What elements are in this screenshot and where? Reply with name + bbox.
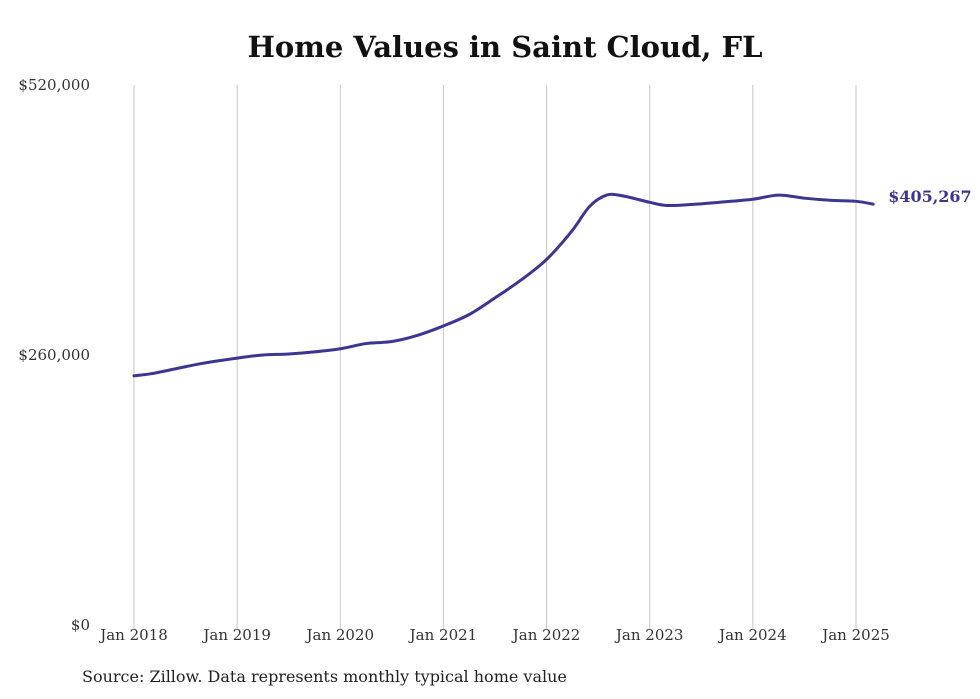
x-axis: Jan 2018 Jan 2019 Jan 2020 Jan 2021 Jan 2022…	[98, 626, 890, 644]
x-tick-label: Jan 2025	[820, 626, 890, 644]
y-axis: $0 $260,000 $520,000	[18, 76, 90, 634]
y-tick-label: $260,000	[18, 346, 90, 364]
y-tick-label: $0	[71, 616, 90, 634]
y-tick-label: $520,000	[18, 76, 90, 94]
x-tick-label: Jan 2022	[511, 626, 581, 644]
chart-title: Home Values in Saint Cloud, FL	[247, 30, 763, 64]
series-end-label: $405,267	[888, 187, 972, 206]
x-tick-label: Jan 2021	[408, 626, 478, 644]
source-note: Source: Zillow. Data represents monthly …	[82, 667, 567, 686]
x-tick-label: Jan 2023	[614, 626, 684, 644]
x-tick-label: Jan 2020	[305, 626, 375, 644]
x-tick-label: Jan 2019	[201, 626, 271, 644]
series-line	[132, 192, 875, 378]
x-tick-label: Jan 2024	[717, 626, 787, 644]
x-tick-label: Jan 2018	[98, 626, 168, 644]
series-group: $405,267	[132, 187, 972, 378]
